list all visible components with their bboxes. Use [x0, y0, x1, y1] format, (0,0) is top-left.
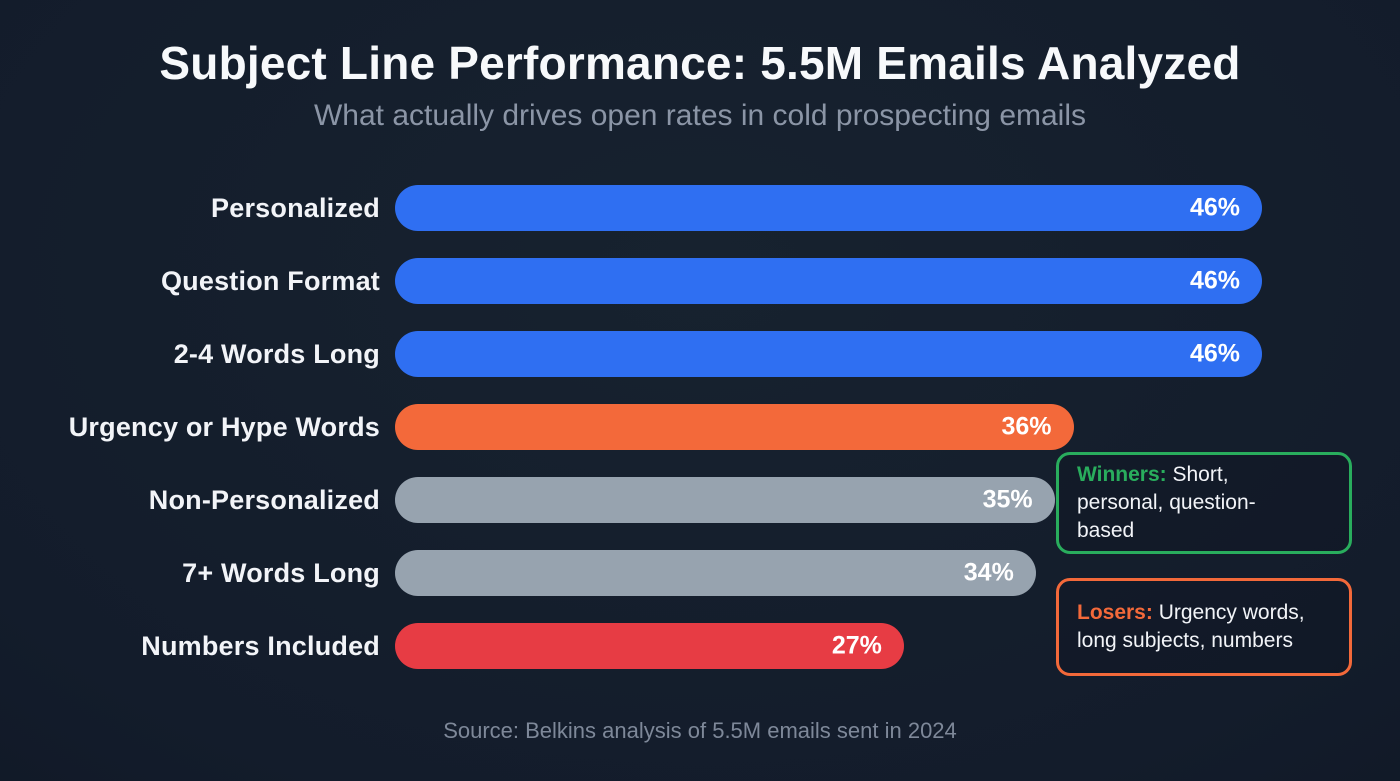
bar-row: 7+ Words Long 34% — [36, 550, 1262, 596]
bar-value-label: 27% — [831, 631, 882, 660]
bar-track: 36% — [395, 404, 1262, 450]
bar-track: 34% — [395, 550, 1262, 596]
bar-value-label: 34% — [963, 558, 1014, 587]
bar: 36% — [395, 404, 1074, 450]
winners-note-text: Winners: Short, personal, question-based — [1077, 461, 1282, 545]
bar-track: 46% — [395, 331, 1262, 377]
bar-label: 7+ Words Long — [182, 557, 380, 588]
losers-note-text: Losers: Urgency words, long subjects, nu… — [1077, 599, 1317, 655]
bar-track: 46% — [395, 185, 1262, 231]
bar-row: Question Format 46% — [36, 258, 1262, 304]
bar-chart: Personalized 46% Question Format 46% 2-4… — [36, 185, 1262, 696]
bar-value-label: 46% — [1189, 339, 1240, 368]
bar-label: Urgency or Hype Words — [68, 411, 380, 442]
bar: 27% — [395, 623, 904, 669]
bar-row: Urgency or Hype Words 36% — [36, 404, 1262, 450]
bar-label: Non-Personalized — [148, 484, 380, 515]
bar-value-label: 36% — [1001, 412, 1052, 441]
bar-label: 2-4 Words Long — [173, 338, 380, 369]
bar-row: Non-Personalized 35% — [36, 477, 1262, 523]
page-title: Subject Line Performance: 5.5M Emails An… — [159, 37, 1241, 89]
winners-note-lead: Winners: — [1077, 463, 1167, 486]
bar-track: 27% — [395, 623, 1262, 669]
bar-row: 2-4 Words Long 46% — [36, 331, 1262, 377]
bar-label: Personalized — [211, 192, 380, 223]
winners-note: Winners: Short, personal, question-based — [1056, 452, 1352, 554]
bar-value-label: 46% — [1189, 193, 1240, 222]
losers-note-lead: Losers: — [1077, 601, 1153, 624]
losers-note-body: Urgency words, long subjects, numbers — [1077, 601, 1305, 652]
bar-label: Question Format — [160, 265, 380, 296]
bar: 46% — [395, 185, 1262, 231]
bar-value-label: 46% — [1189, 266, 1240, 295]
bar-row: Personalized 46% — [36, 185, 1262, 231]
bar: 34% — [395, 550, 1036, 596]
bar-track: 35% — [395, 477, 1262, 523]
bar-value-label: 35% — [982, 485, 1033, 514]
bar: 46% — [395, 331, 1262, 377]
bar: 35% — [395, 477, 1055, 523]
page-subtitle: What actually drives open rates in cold … — [313, 99, 1087, 132]
bar-row: Numbers Included 27% — [36, 623, 1262, 669]
winners-note-body: Short, personal, question-based — [1077, 463, 1256, 542]
bar-label: Numbers Included — [141, 630, 380, 661]
source-attribution: Source: Belkins analysis of 5.5M emails … — [443, 718, 957, 743]
losers-note: Losers: Urgency words, long subjects, nu… — [1056, 578, 1352, 676]
bar-track: 46% — [395, 258, 1262, 304]
bar: 46% — [395, 258, 1262, 304]
